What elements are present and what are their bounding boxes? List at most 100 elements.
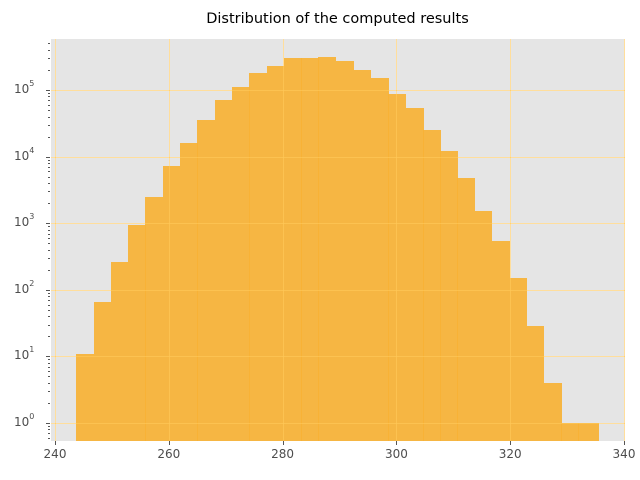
x-gridline-overlay [282,39,284,441]
x-tick [624,441,625,445]
histogram-bar [283,58,302,441]
histogram-bar [526,325,545,441]
y-minor-tick [48,382,50,384]
y-minor-tick [48,376,50,378]
y-minor-tick [48,229,50,231]
y-gridline-overlay [51,156,625,158]
y-minor-tick [48,226,50,228]
y-minor-tick [48,433,50,435]
histogram-bar [509,278,528,441]
x-tick [282,441,284,445]
x-tick [396,441,398,445]
histogram-bar [578,423,600,441]
x-tick-label: 340 [612,447,636,461]
y-minor-tick [48,258,50,260]
x-tick-label: 280 [271,447,295,461]
y-major-tick [46,289,50,291]
histogram-bar [93,301,112,441]
y-major-tick [46,156,50,158]
y-minor-tick [48,43,50,45]
y-minor-tick [48,391,50,393]
y-minor-tick [48,243,50,245]
x-tick-label: 240 [43,447,67,461]
x-gridline-overlay [168,39,170,441]
chart-title: Distribution of the computed results [206,11,469,27]
x-tick-label: 320 [498,447,522,461]
y-tick-label: 100 [14,412,35,429]
y-minor-tick [48,191,50,193]
y-minor-tick [48,166,50,168]
y-minor-tick [48,437,50,439]
y-minor-tick [48,136,50,138]
x-gridline-overlay [55,39,56,441]
histogram-bar [318,57,336,441]
histogram-bar [301,58,319,441]
histogram-bar [197,120,216,441]
y-tick-label: 102 [14,278,35,296]
y-minor-tick [48,100,50,102]
plot-area [51,39,625,441]
y-minor-tick [48,269,50,271]
y-minor-tick [48,176,50,178]
y-minor-tick [48,237,50,239]
x-tick [55,441,56,445]
histogram-bar [457,178,476,441]
y-major-tick [46,90,50,91]
y-minor-tick [48,429,50,431]
histogram-bar [491,241,511,441]
y-minor-tick [48,163,50,165]
y-minor-tick [48,300,50,302]
histogram-bar [543,382,562,441]
y-gridline-overlay [51,90,625,91]
histogram-bar [440,151,458,441]
y-minor-tick [48,58,50,60]
y-gridline-overlay [51,356,625,358]
y-gridline-overlay [51,223,625,225]
histogram-bar [335,61,355,441]
y-minor-tick [48,336,50,338]
y-minor-tick [48,183,50,185]
histogram-bar [179,143,198,441]
histogram-bar [145,196,164,441]
histogram-bar [353,69,372,441]
y-minor-tick [48,116,50,118]
y-tick-label: 101 [14,345,35,363]
x-tick [168,441,170,445]
x-gridline-overlay [396,39,398,441]
histogram-bar [474,211,493,441]
y-minor-tick [48,233,50,235]
y-major-tick [46,356,50,358]
histogram-bar [423,130,441,441]
histogram-bar [76,353,95,441]
y-minor-tick [48,366,50,368]
histogram-bar [127,225,146,441]
histogram-bar [405,108,424,441]
histogram-bar [214,99,233,441]
histogram-bar [231,87,250,441]
y-major-tick [46,423,50,424]
y-minor-tick [48,316,50,318]
y-minor-tick [48,124,50,126]
x-gridline-overlay [624,39,625,441]
histogram-bar [561,423,579,441]
y-major-tick [46,223,50,225]
y-tick-label: 104 [14,145,35,163]
y-minor-tick [48,426,50,428]
y-minor-tick [48,93,50,95]
y-minor-tick [48,296,50,298]
histogram-bar [110,262,129,441]
y-tick-label: 105 [14,79,35,96]
y-minor-tick [48,359,50,361]
x-tick-label: 260 [157,447,181,461]
histogram-bar [370,78,389,441]
y-minor-tick [48,402,50,404]
y-minor-tick [48,96,50,98]
x-gridline-overlay [510,39,512,441]
x-tick-label: 300 [384,447,408,461]
y-minor-tick [48,249,50,251]
y-minor-tick [48,324,50,326]
histogram-bar [249,73,268,441]
y-minor-tick [48,69,50,71]
y-gridline-overlay [51,289,625,291]
y-minor-tick [48,110,50,112]
